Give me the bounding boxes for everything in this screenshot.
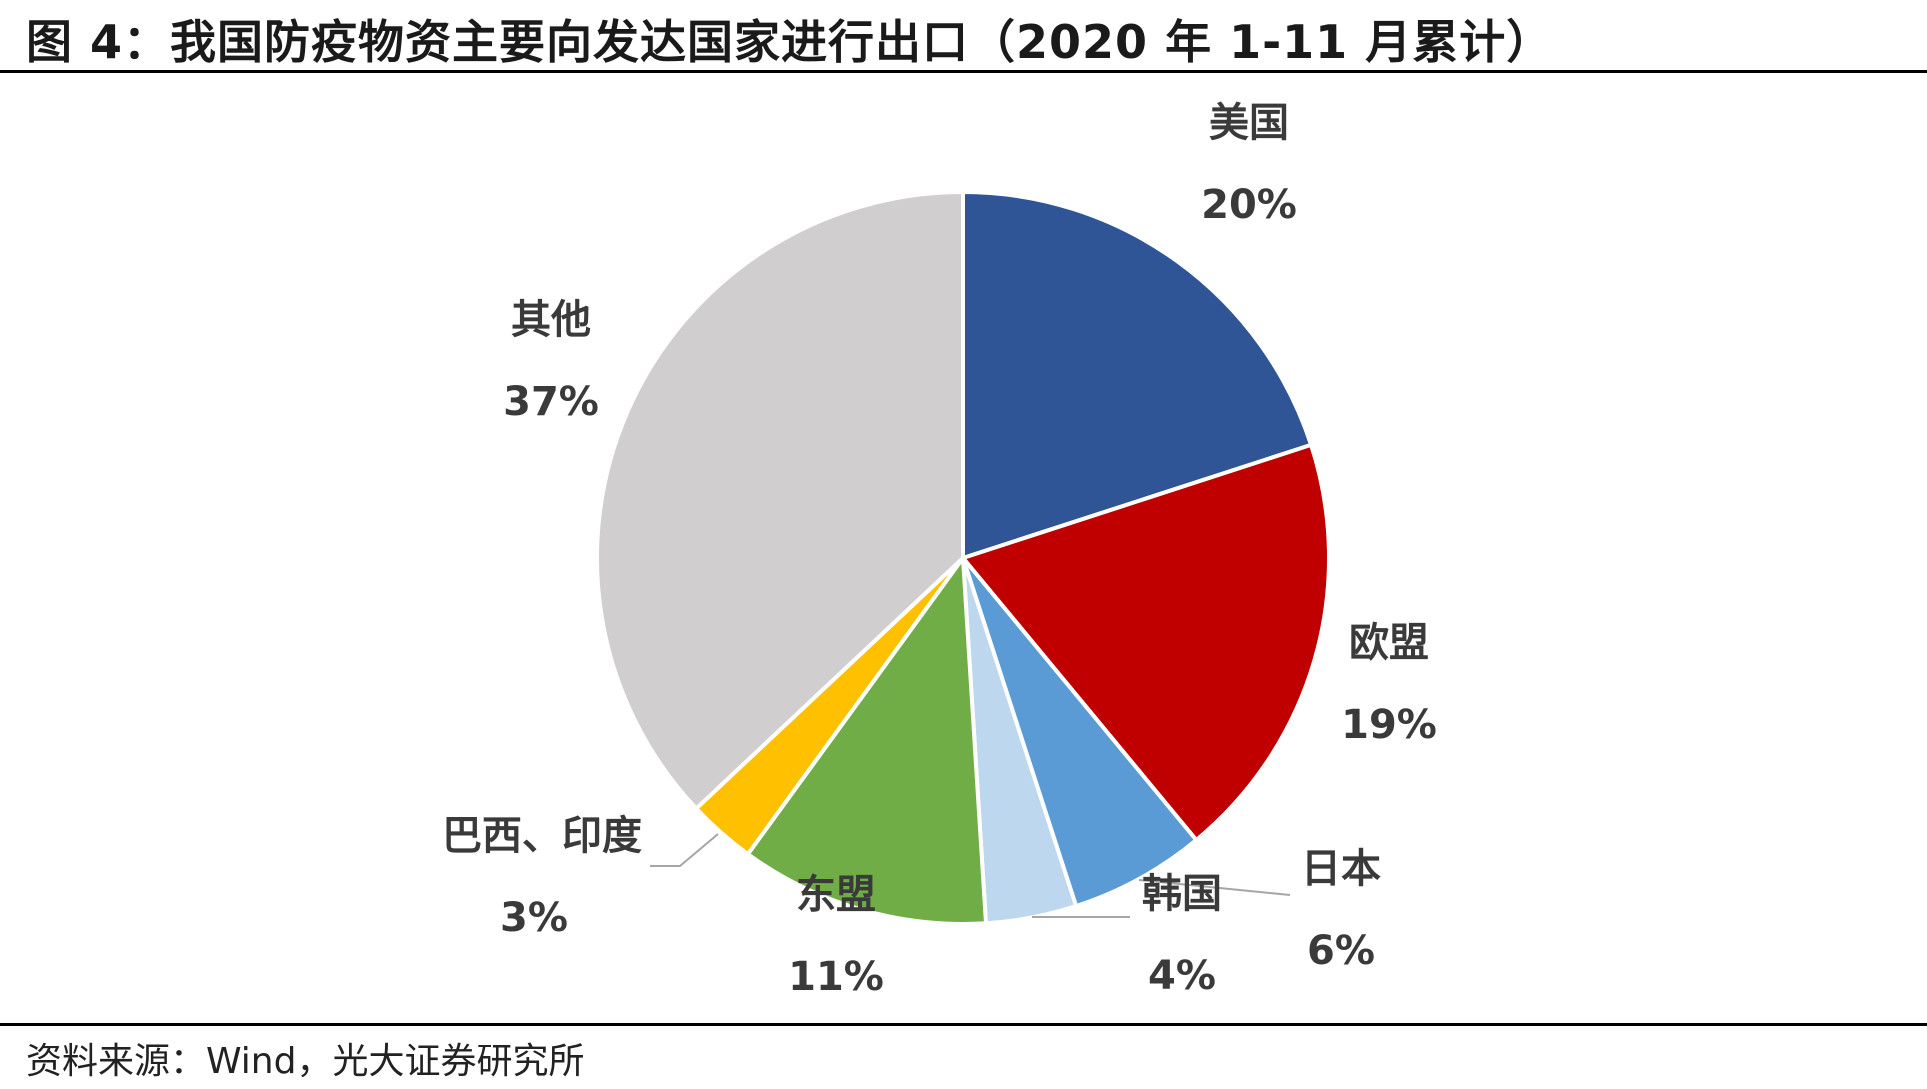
slice-value-label: 11% (788, 954, 884, 1000)
slice-label: 美国 (1209, 100, 1289, 146)
slice-label: 欧盟 (1349, 620, 1429, 666)
slice-value-label: 20% (1201, 182, 1297, 228)
pie-slice (595, 190, 965, 811)
pie-slice (961, 442, 1331, 843)
leader-line (650, 833, 719, 867)
title-rule (0, 70, 1927, 73)
slice-value-label: 3% (500, 895, 568, 941)
source-rule (0, 1023, 1927, 1026)
slice-label: 日本 (1301, 846, 1381, 892)
slice-value-label: 6% (1307, 928, 1375, 974)
pie-slice (961, 556, 1199, 909)
slice-label: 其他 (511, 297, 591, 343)
pie-slice (961, 190, 1314, 560)
source-note: 资料来源：Wind，光大证券研究所 (26, 1041, 585, 1082)
slice-value-label: 4% (1148, 953, 1216, 999)
slice-value-label: 19% (1341, 702, 1437, 748)
pie-slice (745, 556, 988, 926)
leader-line (1138, 879, 1291, 896)
slice-label: 巴西、印度 (442, 813, 642, 859)
slice-label: 东盟 (796, 872, 876, 918)
slice-value-label: 37% (503, 379, 599, 425)
chart-title: 图 4：我国防疫物资主要向发达国家进行出口（2020 年 1-11 月累计） (26, 15, 1554, 69)
slice-label: 韩国 (1142, 871, 1222, 917)
